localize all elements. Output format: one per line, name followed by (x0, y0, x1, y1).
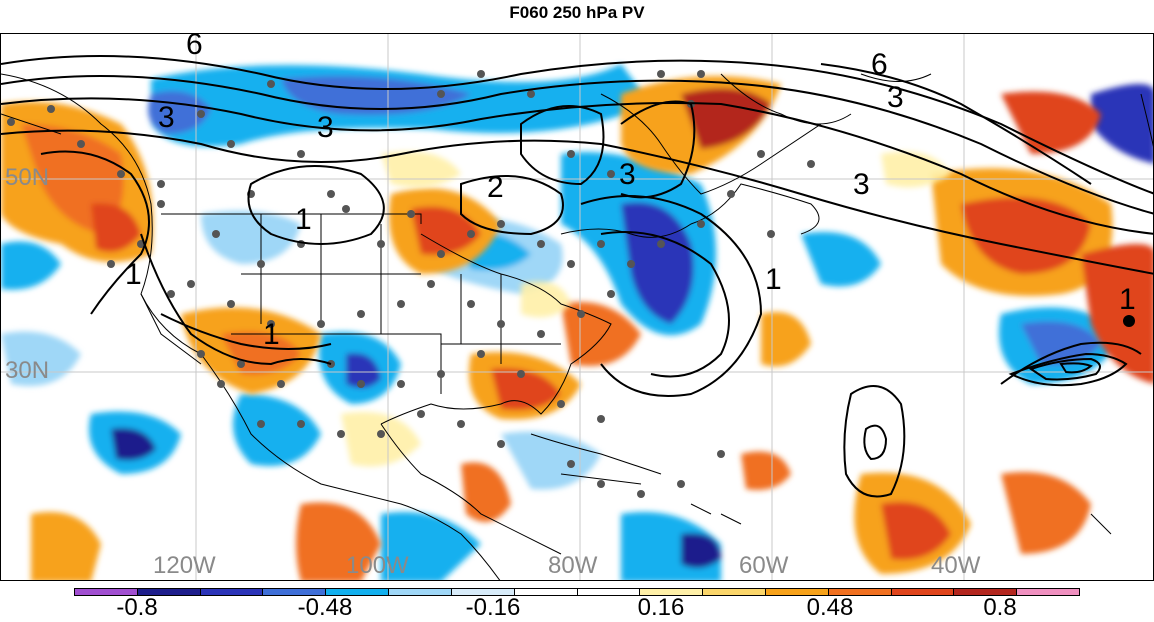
colorbar-swatch (828, 589, 892, 595)
station-markers (7, 70, 815, 498)
contour-label: 1 (765, 263, 782, 296)
lat-label-50n: 50N (5, 164, 50, 191)
colorbar-swatch (703, 589, 766, 595)
colorbar-label: 0.48 (806, 594, 854, 621)
colorbar-swatch (263, 589, 327, 595)
feature-marker (1123, 315, 1135, 327)
contour-label: 1 (295, 203, 312, 236)
lon-label-40w: 40W (931, 552, 981, 579)
lat-label-30n: 30N (5, 357, 50, 384)
contour-label: 6 (186, 34, 203, 61)
chart-title: F060 250 hPa PV (509, 3, 645, 22)
lon-label-80w: 80W (548, 552, 598, 579)
map-panel: 6 6 3 3 3 2 3 3 1 1 1 1 1 1 50N 30N 120W… (0, 33, 1154, 581)
colorbar-swatch (200, 589, 264, 595)
colorbar-swatch (75, 589, 138, 595)
colorbar-swatch (451, 589, 515, 595)
weak-positive-areas (341, 151, 951, 467)
contour-label: 6 (871, 48, 888, 81)
colorbar-swatch (640, 589, 704, 595)
colorbar-label: -0.16 (465, 594, 521, 621)
colorbar (74, 588, 1080, 596)
contour-label: 3 (853, 168, 870, 201)
colorbar-swatch (954, 589, 1018, 595)
colorbar-swatch (891, 589, 955, 595)
lon-label-120w: 120W (153, 552, 216, 579)
pv-map: 6 6 3 3 3 2 3 3 1 1 1 1 1 1 (1, 34, 1153, 580)
contour-label: 2 (487, 171, 504, 204)
colorbar-swatch (389, 589, 452, 595)
colorbar-label: -0.8 (116, 594, 158, 621)
colorbar-swatch (1017, 589, 1079, 595)
contour-label: 3 (317, 111, 334, 144)
lon-label-60w: 60W (739, 552, 789, 579)
colorbar-label: -0.48 (297, 594, 353, 621)
coastlines (1, 73, 1153, 580)
contour-label: 3 (158, 101, 175, 134)
lat-lon-grid (1, 34, 1153, 580)
pv-contours (1, 55, 1153, 498)
colorbar-label: 0.16 (637, 594, 685, 621)
colorbar-swatch (137, 589, 201, 595)
contour-label: 3 (887, 81, 904, 114)
colorbar-swatch (326, 589, 390, 595)
colorbar-swatch (765, 589, 829, 595)
colorbar-swatch (514, 589, 578, 595)
colorbar-swatch (577, 589, 641, 595)
contour-label: 1 (263, 318, 280, 351)
contour-label-group: 6 6 3 3 3 2 3 3 1 1 1 1 1 1 (125, 34, 1136, 351)
contour-label: 1 (1119, 283, 1136, 316)
contour-label: 1 (125, 258, 142, 291)
colorbar-label: 0.8 (983, 594, 1017, 621)
lon-label-100w: 100W (346, 552, 409, 579)
contour-label: 3 (619, 158, 636, 191)
